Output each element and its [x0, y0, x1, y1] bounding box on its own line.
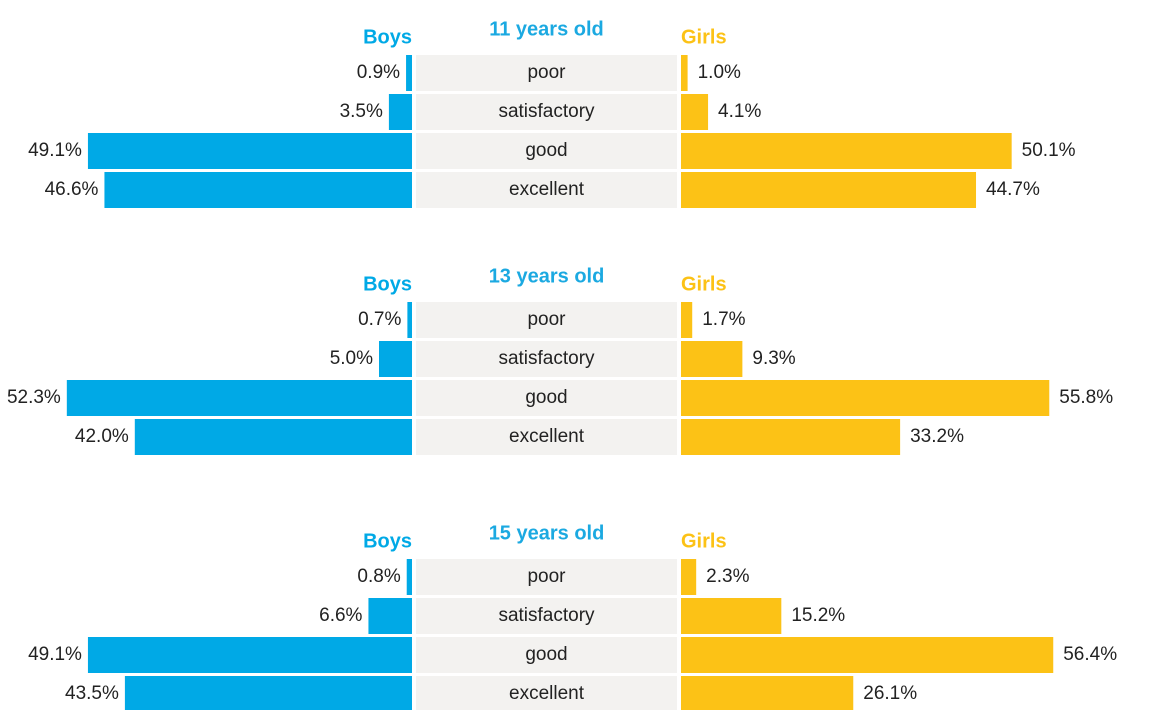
- category-band: [416, 341, 677, 377]
- category-label: excellent: [509, 426, 585, 447]
- legend-label: Boys: [363, 273, 412, 295]
- category-band: [416, 55, 677, 91]
- bar: [368, 598, 412, 634]
- bar: [681, 676, 854, 710]
- legend-label: Girls: [681, 530, 727, 552]
- value-label: 0.7%: [358, 309, 401, 330]
- bar: [134, 419, 413, 455]
- chart-title: 13 years old: [489, 265, 605, 287]
- value-label: 33.2%: [910, 426, 964, 447]
- value-label: 6.6%: [319, 605, 362, 626]
- bar: [681, 419, 901, 455]
- bar: [87, 133, 412, 169]
- value-label: 26.1%: [863, 683, 917, 704]
- bar: [681, 637, 1054, 673]
- value-label: 42.0%: [75, 426, 129, 447]
- category-label: good: [525, 644, 567, 665]
- category-band: [416, 637, 677, 673]
- legend-label: Boys: [363, 26, 412, 48]
- bar: [681, 302, 693, 338]
- bar: [406, 55, 412, 91]
- category-label: satisfactory: [498, 348, 595, 369]
- value-label: 3.5%: [340, 101, 383, 122]
- category-band: [416, 676, 677, 710]
- category-band: [416, 559, 677, 595]
- bar: [681, 55, 688, 91]
- category-label: poor: [527, 309, 566, 330]
- value-label: 43.5%: [65, 683, 119, 704]
- category-label: poor: [527, 62, 566, 83]
- value-label: 52.3%: [7, 387, 61, 408]
- category-band: [416, 302, 677, 338]
- value-label: 0.8%: [357, 566, 400, 587]
- value-label: 50.1%: [1022, 140, 1076, 161]
- value-label: 56.4%: [1063, 644, 1117, 665]
- category-label: excellent: [509, 683, 585, 704]
- bar: [104, 172, 412, 208]
- legend-label: Boys: [363, 530, 412, 552]
- value-label: 9.3%: [752, 348, 795, 369]
- bar: [681, 559, 697, 595]
- value-label: 15.2%: [791, 605, 845, 626]
- value-label: 46.6%: [45, 179, 99, 200]
- category-label: satisfactory: [498, 605, 595, 626]
- chart-title: 15 years old: [489, 522, 605, 544]
- bar: [379, 341, 412, 377]
- bar: [681, 380, 1050, 416]
- category-label: satisfactory: [498, 101, 595, 122]
- value-label: 49.1%: [28, 644, 82, 665]
- category-band: [416, 598, 677, 634]
- category-label: good: [525, 140, 567, 161]
- legend-label: Girls: [681, 273, 727, 295]
- bar: [388, 94, 412, 130]
- bar: [124, 676, 413, 710]
- value-label: 4.1%: [718, 101, 761, 122]
- bar: [681, 598, 782, 634]
- category-label: poor: [527, 566, 566, 587]
- value-label: 44.7%: [986, 179, 1040, 200]
- chart-title: 11 years old: [489, 18, 604, 40]
- bar: [681, 94, 709, 130]
- value-label: 49.1%: [28, 140, 82, 161]
- category-band: [416, 419, 677, 455]
- bar: [66, 380, 412, 416]
- bar: [407, 302, 412, 338]
- bar: [681, 341, 743, 377]
- category-band: [416, 133, 677, 169]
- category-band: [416, 380, 677, 416]
- value-label: 2.3%: [706, 566, 749, 587]
- category-band: [416, 94, 677, 130]
- value-label: 0.9%: [357, 62, 400, 83]
- category-band: [416, 172, 677, 208]
- bar: [681, 172, 977, 208]
- category-label: good: [525, 387, 567, 408]
- bar: [406, 559, 412, 595]
- bar: [681, 133, 1012, 169]
- category-label: excellent: [509, 179, 585, 200]
- value-label: 1.0%: [698, 62, 741, 83]
- value-label: 55.8%: [1059, 387, 1113, 408]
- value-label: 1.7%: [702, 309, 745, 330]
- value-label: 5.0%: [330, 348, 373, 369]
- legend-label: Girls: [681, 26, 727, 48]
- bar: [87, 637, 412, 673]
